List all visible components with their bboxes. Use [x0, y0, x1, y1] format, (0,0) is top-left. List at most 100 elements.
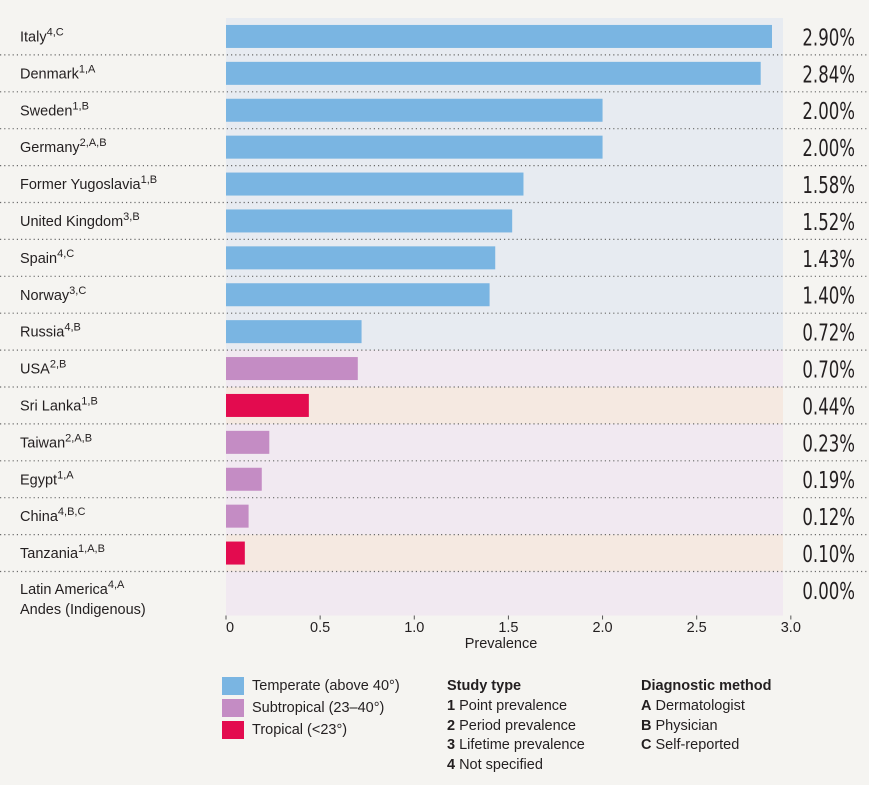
row-band [226, 387, 783, 424]
diagnostic-method-title: Diagnostic method [641, 678, 772, 694]
diagnostic-method-item: B Physician [641, 717, 772, 737]
bar [226, 135, 603, 159]
legend-swatch-temperate [222, 677, 244, 695]
bar [226, 98, 603, 122]
country-superscript: 2,B [50, 359, 67, 371]
country-superscript: 1,A,B [78, 543, 105, 555]
diagnostic-method-legend: Diagnostic method A Dermatologist B Physic… [641, 675, 772, 756]
prevalence-chart: Italy4,C 2.90% Denmark1,A 2.84% Sweden1,B 2.0… [0, 18, 869, 652]
country-superscript: 1,A [57, 469, 74, 481]
legend-item-temperate: Temperate (above 40°) [222, 675, 400, 697]
country-label: Sweden1,B [20, 100, 89, 119]
legend-swatch-subtropical [222, 699, 244, 717]
legend-label-tropical: Tropical (<23°) [252, 722, 348, 738]
diagnostic-method-item: A Dermatologist [641, 697, 772, 717]
country-name: Latin America [20, 582, 109, 598]
bar [226, 541, 245, 565]
study-type-item: 2 Period prevalence [447, 717, 585, 737]
value-label: 0.44% [802, 393, 855, 421]
x-tick-label: 0 [226, 620, 234, 636]
country-superscript: 2,A,B [65, 432, 92, 444]
row-band [226, 571, 783, 616]
country-label: United Kingdom3,B [20, 211, 140, 230]
country-label: USA2,B [20, 359, 66, 378]
country-label: Italy4,C [20, 26, 64, 45]
country-superscript: 2,A,B [80, 137, 107, 149]
study-type-item: 1 Point prevalence [447, 697, 585, 717]
diagnostic-method-key: B [641, 717, 652, 734]
study-type-label: Period prevalence [459, 717, 576, 734]
value-label: 2.00% [802, 97, 855, 125]
row-band [226, 497, 783, 535]
bar-chart-svg: Italy4,C 2.90%Denmark1,A 2.84%Sweden1,B 2.0… [0, 18, 869, 652]
country-name: Germany [20, 140, 80, 156]
country-name: Italy [20, 29, 47, 45]
diagnostic-method-label: Self-reported [655, 737, 740, 753]
value-label: 1.58% [802, 171, 855, 199]
value-label: 2.84% [802, 61, 855, 89]
study-type-label: Point prevalence [459, 698, 568, 714]
x-tick-label: 3.0 [781, 620, 801, 636]
bar [226, 61, 761, 85]
country-superscript: 4,B [64, 322, 81, 334]
legend-swatch-tropical [222, 721, 244, 739]
value-label: 1.43% [802, 245, 855, 273]
diagnostic-method-key: C [641, 737, 652, 753]
row-band [226, 534, 783, 572]
country-label: Denmark1,A [20, 63, 96, 82]
country-superscript: 3,B [123, 211, 140, 223]
country-label: Egypt1,A [20, 469, 74, 488]
diagnostic-method-item: C Self-reported [641, 736, 772, 756]
country-superscript: 1,B [141, 174, 158, 186]
country-superscript: 1,B [72, 100, 89, 112]
country-name: China [20, 509, 59, 525]
study-type-item: 4 Not specified [447, 756, 585, 776]
bar [226, 24, 772, 48]
bar [226, 393, 309, 417]
value-label: 0.19% [802, 466, 855, 494]
bar [226, 172, 524, 196]
bar [226, 320, 362, 344]
x-tick-label: 2.0 [592, 620, 612, 636]
bar [226, 357, 358, 381]
country-label: Tanzania1,A,B [20, 543, 105, 562]
value-label: 0.72% [802, 319, 855, 347]
value-label: 1.52% [802, 208, 855, 236]
country-label: Latin America4,A [20, 579, 125, 598]
country-superscript: 4,C [47, 26, 64, 38]
climate-legend: Temperate (above 40°) Subtropical (23–40… [222, 675, 400, 741]
country-superscript: 3,C [69, 285, 86, 297]
country-label: Norway3,C [20, 285, 86, 304]
x-axis-label: Prevalence [465, 636, 538, 652]
country-label: China4,B,C [20, 506, 85, 525]
value-label: 0.00% [802, 577, 855, 605]
country-label: Russia4,B [20, 322, 81, 341]
value-label: 2.00% [802, 134, 855, 162]
row-band [226, 423, 783, 461]
study-type-label: Lifetime prevalence [459, 737, 585, 753]
legend-item-tropical: Tropical (<23°) [222, 719, 400, 741]
value-label: 0.10% [802, 540, 855, 568]
bar [226, 504, 249, 528]
study-type-key: 3 [447, 737, 456, 753]
value-label: 1.40% [802, 282, 855, 310]
country-name: USA [20, 362, 50, 378]
country-label-line2: Andes (Indigenous) [20, 602, 146, 618]
country-superscript: 1,A [79, 63, 96, 75]
country-name: Denmark [20, 66, 80, 82]
bar [226, 283, 490, 307]
study-type-key: 2 [447, 717, 456, 734]
country-name: Spain [20, 251, 57, 267]
diagnostic-method-label: Dermatologist [655, 698, 745, 714]
value-label: 0.12% [802, 503, 855, 531]
country-name: Sri Lanka [20, 398, 82, 414]
study-type-label: Not specified [459, 756, 543, 773]
bar [226, 209, 513, 233]
country-name: Norway [20, 288, 70, 304]
country-label: Germany2,A,B [20, 137, 107, 156]
bar [226, 430, 270, 454]
country-name: Egypt [20, 472, 57, 488]
study-type-item: 3 Lifetime prevalence [447, 736, 585, 756]
country-name: Sweden [20, 103, 72, 119]
diagnostic-method-key: A [641, 698, 652, 714]
